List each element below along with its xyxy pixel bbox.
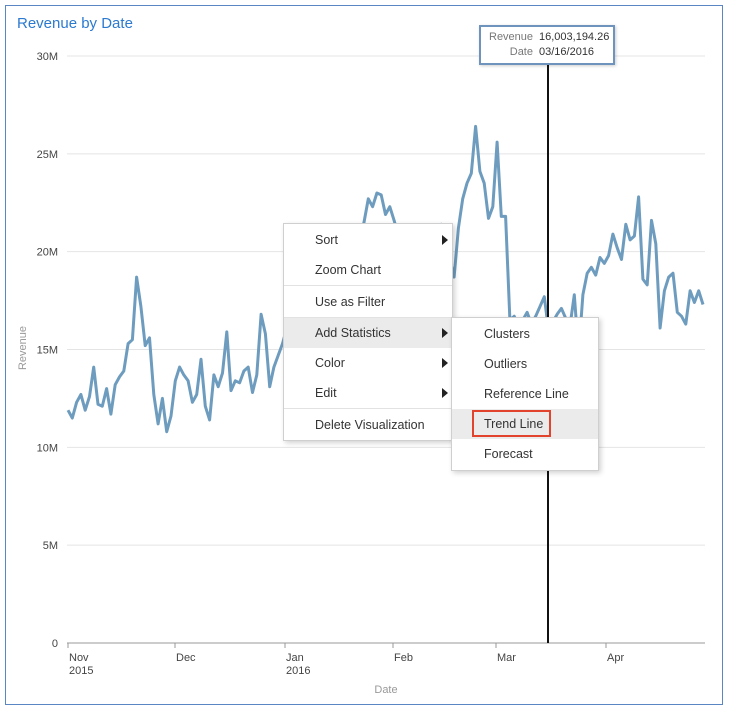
x-tick-label: Dec — [176, 652, 196, 664]
submenu-item-forecast[interactable]: Forecast — [452, 439, 598, 469]
tooltip-date-value: 03/16/2016 — [539, 46, 595, 58]
context-menu: Sort Zoom Chart Use as Filter Add Statis… — [283, 223, 453, 441]
menu-item-edit[interactable]: Edit — [284, 378, 452, 408]
x-tick-label: Nov — [69, 652, 89, 664]
x-tick-label: Apr — [607, 652, 624, 664]
menu-divider — [284, 408, 452, 409]
x-tick-year-label: 2016 — [286, 665, 310, 677]
x-tick-label: Mar — [497, 652, 516, 664]
menu-item-label: Zoom Chart — [315, 263, 381, 277]
x-tick-year-label: 2015 — [69, 665, 93, 677]
tooltip-date-label: Date — [509, 46, 533, 58]
y-tick-label: 5M — [43, 540, 58, 552]
y-tick-label: 15M — [37, 345, 58, 357]
highlight-box — [472, 410, 551, 437]
revenue-series-line[interactable] — [66, 124, 705, 434]
submenu-item-reference-line[interactable]: Reference Line — [452, 379, 598, 409]
chart-title: Revenue by Date — [17, 15, 133, 32]
menu-item-add-statistics[interactable]: Add Statistics — [284, 318, 452, 348]
menu-divider — [284, 317, 452, 318]
menu-item-color[interactable]: Color — [284, 348, 452, 378]
submenu-item-label: Trend Line — [484, 417, 544, 431]
submenu-item-label: Outliers — [484, 357, 528, 371]
menu-item-delete-visualization[interactable]: Delete Visualization — [284, 410, 452, 440]
menu-item-zoom-chart[interactable]: Zoom Chart — [284, 255, 452, 285]
menu-item-label: Sort — [315, 233, 338, 247]
submenu-arrow-icon — [442, 235, 448, 245]
y-tick-label: 0 — [52, 638, 58, 650]
submenu-arrow-icon — [442, 388, 448, 398]
submenu-item-label: Reference Line — [484, 387, 569, 401]
submenu-item-clusters[interactable]: Clusters — [452, 319, 598, 349]
menu-item-label: Color — [315, 356, 345, 370]
y-tick-label: 10M — [37, 442, 58, 454]
y-tick-label: 20M — [37, 247, 58, 259]
menu-item-use-as-filter[interactable]: Use as Filter — [284, 287, 452, 317]
tooltip-revenue-value: 16,003,194.26 — [539, 31, 610, 43]
menu-item-sort[interactable]: Sort — [284, 225, 452, 255]
y-tick-label: 25M — [37, 149, 58, 161]
submenu-arrow-icon — [442, 328, 448, 338]
x-axis-title: Date — [374, 684, 397, 696]
x-tick-label: Feb — [394, 652, 413, 664]
submenu-item-label: Forecast — [484, 447, 533, 461]
y-axis-ticks: 30M 25M 20M 15M 10M 5M 0 — [37, 51, 58, 650]
data-tooltip: Revenue 16,003,194.26 Date 03/16/2016 — [479, 25, 615, 65]
x-tick-label: Jan — [286, 652, 304, 664]
submenu-item-label: Clusters — [484, 327, 530, 341]
statistics-submenu: Clusters Outliers Reference Line Trend L… — [451, 317, 599, 471]
menu-item-label: Edit — [315, 386, 337, 400]
menu-divider — [284, 285, 452, 286]
submenu-item-trend-line[interactable]: Trend Line — [452, 409, 598, 439]
tooltip-revenue-label: Revenue — [489, 31, 534, 43]
menu-item-label: Add Statistics — [315, 326, 391, 340]
menu-item-label: Use as Filter — [315, 295, 386, 309]
submenu-item-outliers[interactable]: Outliers — [452, 349, 598, 379]
y-tick-label: 30M — [37, 51, 58, 63]
menu-item-label: Delete Visualization — [315, 418, 425, 432]
submenu-arrow-icon — [442, 358, 448, 368]
y-axis-title: Revenue — [17, 326, 29, 370]
